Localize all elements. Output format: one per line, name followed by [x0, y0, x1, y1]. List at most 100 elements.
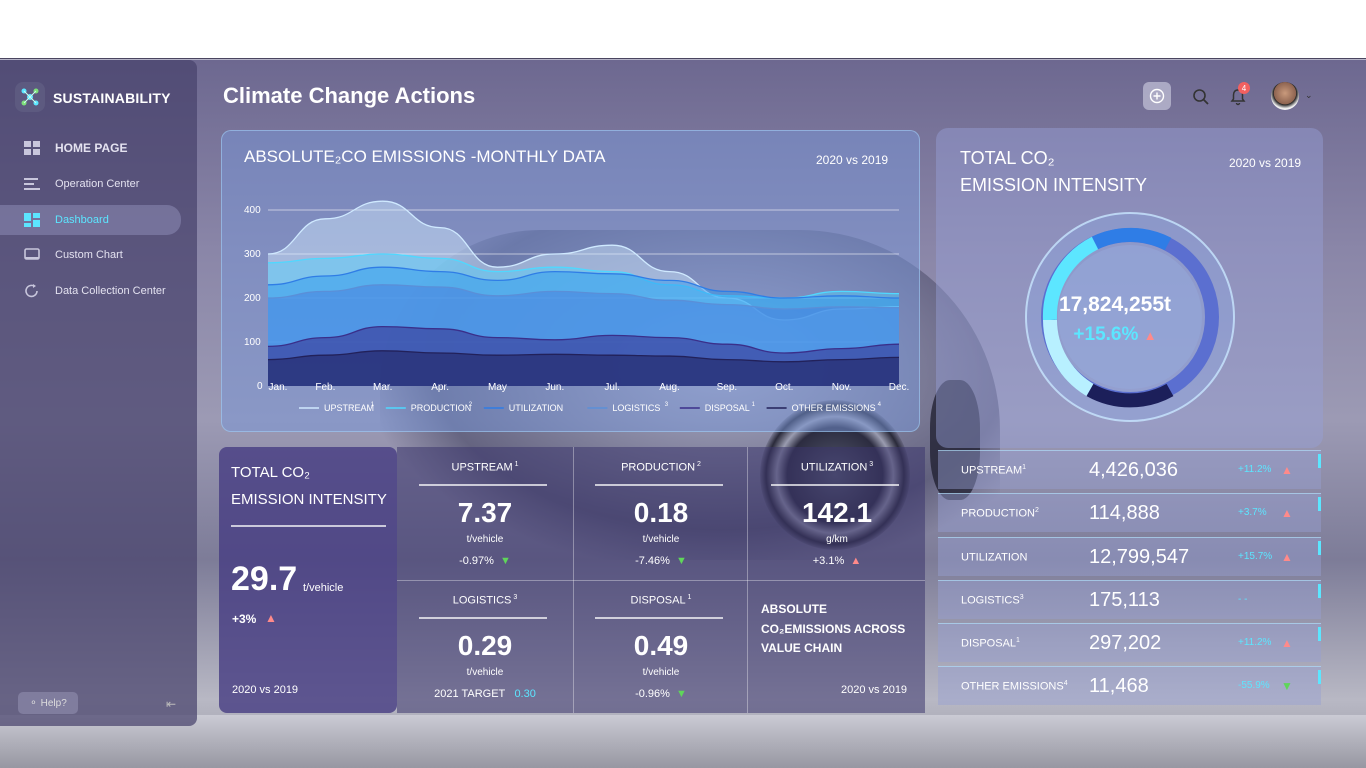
floor-reflection	[0, 715, 1366, 768]
metric-name: UTILIZATION 3	[800, 461, 874, 474]
brand-name: SUSTAINABILITY	[53, 90, 171, 106]
x-tick-label: Apr.	[431, 382, 449, 393]
divider	[419, 617, 547, 619]
metric-change: -0.97% ▼	[459, 555, 511, 567]
sidebar-item-operation-center[interactable]: Operation Center	[0, 169, 197, 199]
y-tick-label: 0	[257, 381, 263, 392]
x-tick-label: Jun.	[545, 382, 564, 393]
y-tick-label: 300	[244, 249, 261, 260]
metric-cell: UTILIZATION 3 142.1 g/km +3.1% ▲	[749, 447, 925, 580]
app-logo-icon[interactable]	[15, 82, 45, 112]
user-avatar[interactable]	[1271, 82, 1299, 110]
metrics-grid	[397, 447, 925, 713]
metric-value: 7.37	[457, 497, 513, 528]
chart-compare-label: 2020 vs 2019	[816, 153, 889, 167]
row-value: 297,202	[1089, 632, 1162, 654]
row-name: LOGISTICS3	[961, 594, 1024, 607]
metric-cell: LOGISTICS 3 0.29 t/vehicle 2021 TARGET 0.30	[397, 580, 573, 713]
legend-superscript: 3	[665, 402, 669, 408]
y-tick-label: 100	[244, 337, 261, 348]
total-emission-change: +15.6% ▲	[1030, 324, 1200, 346]
metric-change: -0.96% ▼	[635, 688, 687, 700]
metric-unit: t/vehicle	[466, 534, 504, 545]
intensity-unit: t/vehicle	[303, 582, 344, 594]
legend-superscript: 4	[878, 402, 882, 408]
divider	[595, 484, 723, 486]
emission-row: OTHER EMISSIONS4 11,468 -55.9% ▼	[938, 666, 1321, 705]
right-panel-compare: 2020 vs 2019	[1229, 156, 1302, 170]
emission-row: LOGISTICS3 175,113 - -	[938, 580, 1321, 619]
row-name: UTILIZATION	[961, 551, 1028, 564]
row-value: 12,799,547	[1089, 546, 1190, 568]
divider	[419, 484, 547, 486]
metric-name: LOGISTICS 3	[452, 594, 518, 607]
series-line-utilization	[267, 266, 900, 299]
intensity-change: +3%	[232, 612, 257, 626]
metric-unit: t/vehicle	[642, 667, 680, 678]
up-arrow-icon: ▲	[1281, 636, 1293, 650]
intensity-card	[219, 447, 397, 713]
row-change: - -	[1238, 594, 1248, 605]
metric-target: 2021 TARGET 0.30	[434, 688, 536, 700]
up-arrow-icon: ▲	[1281, 550, 1293, 564]
legend-label: PRODUCTION	[411, 403, 472, 413]
x-tick-label: Oct.	[775, 382, 793, 393]
metric-unit: t/vehicle	[642, 534, 680, 545]
emission-row: UTILIZATION 12,799,547 +15.7% ▲	[938, 537, 1321, 576]
row-accent	[1318, 670, 1321, 684]
x-tick-label: Dec.	[889, 382, 910, 393]
metric-value: 0.49	[633, 630, 689, 661]
row-value: 11,468	[1089, 675, 1149, 697]
row-accent	[1318, 454, 1321, 468]
sidebar-item-label: Custom Chart	[55, 249, 123, 261]
car-rear-wheel-image	[930, 380, 980, 500]
legend-superscript: 1	[371, 402, 375, 408]
legend-superscript: 1	[752, 402, 756, 408]
row-value: 114,888	[1089, 502, 1160, 524]
dashboard-icon	[24, 213, 40, 227]
row-accent	[1318, 541, 1321, 555]
metric-cell: PRODUCTION 2 0.18 t/vehicle -7.46% ▼	[573, 447, 749, 580]
value-chain-compare: 2020 vs 2019	[841, 684, 908, 696]
metric-cell: DISPOSAL 1 0.49 t/vehicle -0.96% ▼	[573, 580, 749, 713]
sidebar-item-home[interactable]: HOME PAGE	[0, 133, 197, 163]
down-arrow-icon: ▼	[500, 555, 511, 567]
top-window-strip	[0, 0, 1366, 59]
chevron-down-icon[interactable]: ⌄	[1305, 90, 1313, 100]
legend-label: DISPOSAL	[705, 403, 750, 413]
row-value: 175,113	[1089, 589, 1160, 611]
sidebar-item-data-collection[interactable]: Data Collection Center	[0, 276, 197, 306]
down-arrow-icon: ▼	[676, 555, 687, 567]
monitor-icon	[24, 248, 40, 260]
grid-divider	[573, 447, 574, 713]
help-button[interactable]: ⚬ Help?	[18, 692, 78, 714]
up-arrow-icon: ▲	[1281, 506, 1293, 520]
sidebar-item-label: Operation Center	[55, 178, 140, 190]
sidebar-item-dashboard[interactable]: Dashboard	[0, 205, 181, 235]
sidebar-item-label: HOME PAGE	[55, 141, 128, 155]
row-name: PRODUCTION2	[961, 507, 1039, 520]
legend-label: UTILIZATION	[509, 403, 563, 413]
emission-row: PRODUCTION2 114,888 +3.7% ▲	[938, 493, 1321, 532]
row-accent	[1318, 627, 1321, 641]
divider	[231, 525, 386, 527]
chart-title: ABSOLUTE₂CO EMISSIONS -MONTHLY DATA	[244, 147, 606, 166]
row-value: 4,426,036	[1089, 459, 1178, 481]
x-tick-label: Aug.	[659, 382, 680, 393]
bars-icon	[24, 178, 40, 190]
x-tick-label: Jul.	[604, 382, 620, 393]
down-arrow-icon: ▼	[1281, 679, 1293, 693]
value-chain-line: CO₂EMISSIONS ACROSS	[761, 621, 906, 636]
sidebar-item-custom-chart[interactable]: Custom Chart	[0, 240, 197, 270]
search-icon[interactable]	[1192, 88, 1210, 106]
value-chain-line: ABSOLUTE	[761, 602, 827, 616]
collapse-sidebar-icon[interactable]: ⇤	[166, 697, 177, 711]
x-tick-label: Sep.	[717, 382, 738, 393]
divider	[595, 617, 723, 619]
add-button[interactable]	[1143, 82, 1171, 110]
legend-label: OTHER EMISSIONS	[792, 403, 876, 413]
right-panel-title: TOTAL CO₂	[960, 148, 1055, 168]
row-change: +11.2%	[1238, 464, 1272, 475]
row-name: UPSTREAM1	[961, 464, 1027, 477]
metric-name: UPSTREAM 1	[451, 461, 519, 474]
